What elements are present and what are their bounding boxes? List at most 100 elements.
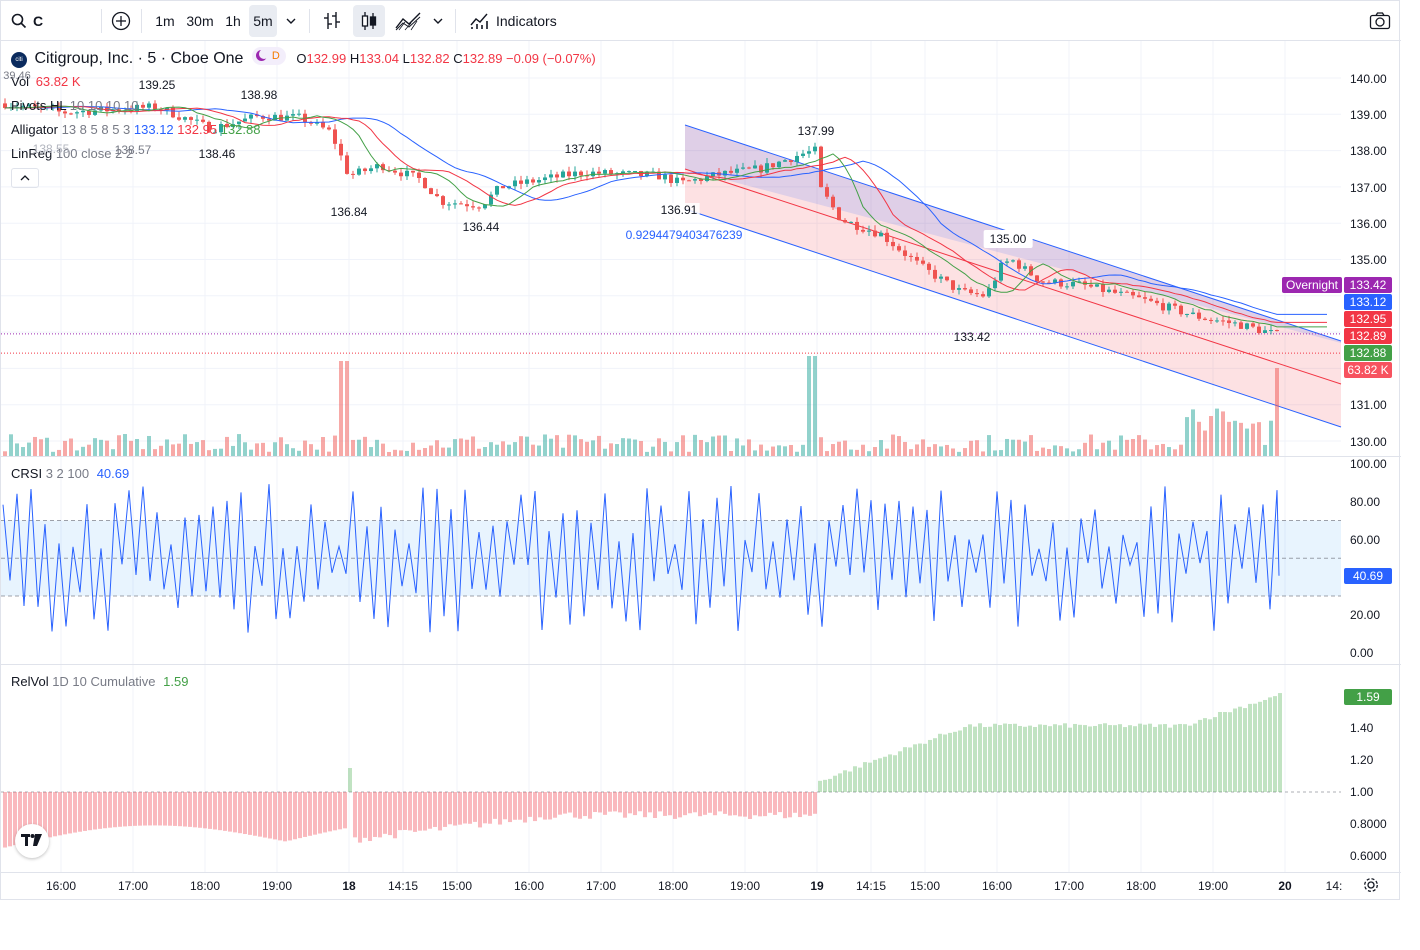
relvol-bar: [798, 792, 802, 818]
collapse-legend-button[interactable]: [11, 168, 39, 188]
relvol-bar: [1163, 724, 1167, 792]
volume-bar: [687, 451, 691, 456]
alligator-legend[interactable]: Alligator 13 8 5 8 5 3 133.12 132.95 132…: [11, 122, 260, 137]
candle-body: [255, 114, 259, 117]
relvol-bar: [978, 723, 982, 792]
candle-body: [387, 170, 391, 172]
interval-5m[interactable]: 5m: [249, 5, 277, 37]
close-value: 132.89: [462, 51, 503, 66]
volume-bar: [927, 446, 931, 456]
candle-body: [1071, 281, 1075, 287]
candle-body: [489, 194, 493, 205]
low-label: L: [402, 51, 410, 66]
relvol-bar: [718, 792, 722, 812]
volume-tag: 63.82 K: [1344, 362, 1392, 378]
ohlc-values: O132.99 H133.04 L132.82 C132.89 −0.09 (−…: [296, 51, 595, 66]
relvol-bar: [968, 724, 972, 792]
relvol-legend[interactable]: RelVol 1D 10 Cumulative 1.59: [11, 674, 188, 689]
crsi-name: CRSI: [11, 466, 43, 481]
relvol-bar: [1153, 726, 1157, 792]
bar-chart-type-button[interactable]: [317, 5, 347, 37]
interval-30m[interactable]: 30m: [186, 13, 214, 29]
relvol-bar: [618, 792, 622, 813]
relvol-bar: [13, 792, 17, 846]
volume-bar: [729, 451, 733, 456]
chart-canvas[interactable]: [1, 1, 1401, 901]
relvol-bar: [1278, 693, 1282, 792]
relvol-bar: [78, 792, 82, 832]
candle-body: [609, 170, 613, 175]
volume-bar: [1077, 449, 1081, 456]
volume-bar: [57, 449, 61, 456]
interval-1h[interactable]: 1h: [225, 13, 241, 29]
relvol-bar: [53, 792, 57, 837]
relvol-bar: [188, 792, 192, 827]
linreg-legend[interactable]: LinReg 100 close 2 2: [11, 146, 133, 161]
volume-bar: [507, 444, 511, 456]
volume-bar: [825, 451, 829, 456]
relvol-bar: [18, 792, 22, 845]
indicators-button[interactable]: Indicators: [463, 5, 563, 37]
vol-legend[interactable]: Vol 63.82 K: [11, 74, 81, 89]
snapshot-button[interactable]: [1365, 5, 1395, 37]
chart-style-dropdown[interactable]: [427, 5, 449, 37]
relvol-bar: [793, 792, 797, 813]
alligator-params: 13 8 5 8 5 3: [61, 122, 131, 137]
candle-body: [321, 122, 325, 128]
candle-body: [429, 188, 433, 195]
pane-separator[interactable]: [1, 664, 1401, 665]
time-tick: 17:00: [117, 879, 149, 893]
volume-bar: [903, 441, 907, 456]
relvol-bar: [573, 792, 577, 818]
last-price-tag: 132.89: [1344, 328, 1392, 344]
relvol-bar: [838, 773, 842, 792]
volume-bar: [321, 437, 325, 456]
relvol-bar: [388, 792, 392, 836]
volume-bar: [303, 440, 307, 456]
candle-body: [795, 155, 799, 162]
volume-bar: [1173, 449, 1177, 456]
candles-chart-type-button[interactable]: [353, 5, 385, 37]
volume-bar: [159, 445, 163, 456]
candle-body: [1011, 260, 1015, 262]
candle-body: [1137, 295, 1141, 298]
candle-body: [1053, 279, 1057, 283]
relvol-bar: [613, 792, 617, 812]
symbol-search[interactable]: C: [11, 5, 101, 37]
relvol-bar: [823, 779, 827, 792]
market-status-badge[interactable]: D: [251, 47, 286, 65]
volume-bar: [675, 442, 679, 456]
relvol-bar: [1063, 723, 1067, 792]
interval-1m[interactable]: 1m: [155, 13, 175, 29]
crsi-tick: 0.00: [1350, 646, 1374, 660]
candle-body: [753, 165, 757, 169]
linreg-params: 100 close 2 2: [55, 146, 134, 161]
relvol-bar: [883, 756, 887, 792]
relvol-bar: [668, 792, 672, 816]
tradingview-logo[interactable]: [15, 824, 49, 858]
candle-body: [1083, 281, 1087, 285]
chart-style-button[interactable]: [391, 5, 425, 37]
relvol-bar: [48, 792, 52, 838]
crsi-legend[interactable]: CRSI 3 2 100 40.69: [11, 466, 129, 481]
relvol-bar: [1108, 725, 1112, 792]
volume-bar: [1059, 446, 1063, 456]
volume-bar: [531, 444, 535, 456]
pane-separator[interactable]: [1, 456, 1401, 457]
volume-bar: [1035, 450, 1039, 456]
high-label: H: [349, 51, 360, 66]
symbol-title[interactable]: Citigroup, Inc. · 5 · Cboe One: [34, 50, 244, 67]
volume-bar: [867, 451, 871, 456]
interval-dropdown[interactable]: [279, 5, 303, 37]
volume-bar: [525, 436, 529, 456]
candle-body: [381, 164, 385, 171]
pivots-legend[interactable]: Pivots HL 10 10 10 10: [11, 98, 138, 113]
candle-body: [357, 168, 361, 175]
candle-body: [1107, 289, 1111, 292]
volume-bar: [399, 450, 403, 456]
candle-body: [549, 174, 553, 178]
volume-bar: [645, 451, 649, 456]
compare-button[interactable]: [107, 5, 135, 37]
change-value: −0.09 (−0.07%): [506, 51, 596, 66]
axis-settings-button[interactable]: [1363, 877, 1381, 895]
